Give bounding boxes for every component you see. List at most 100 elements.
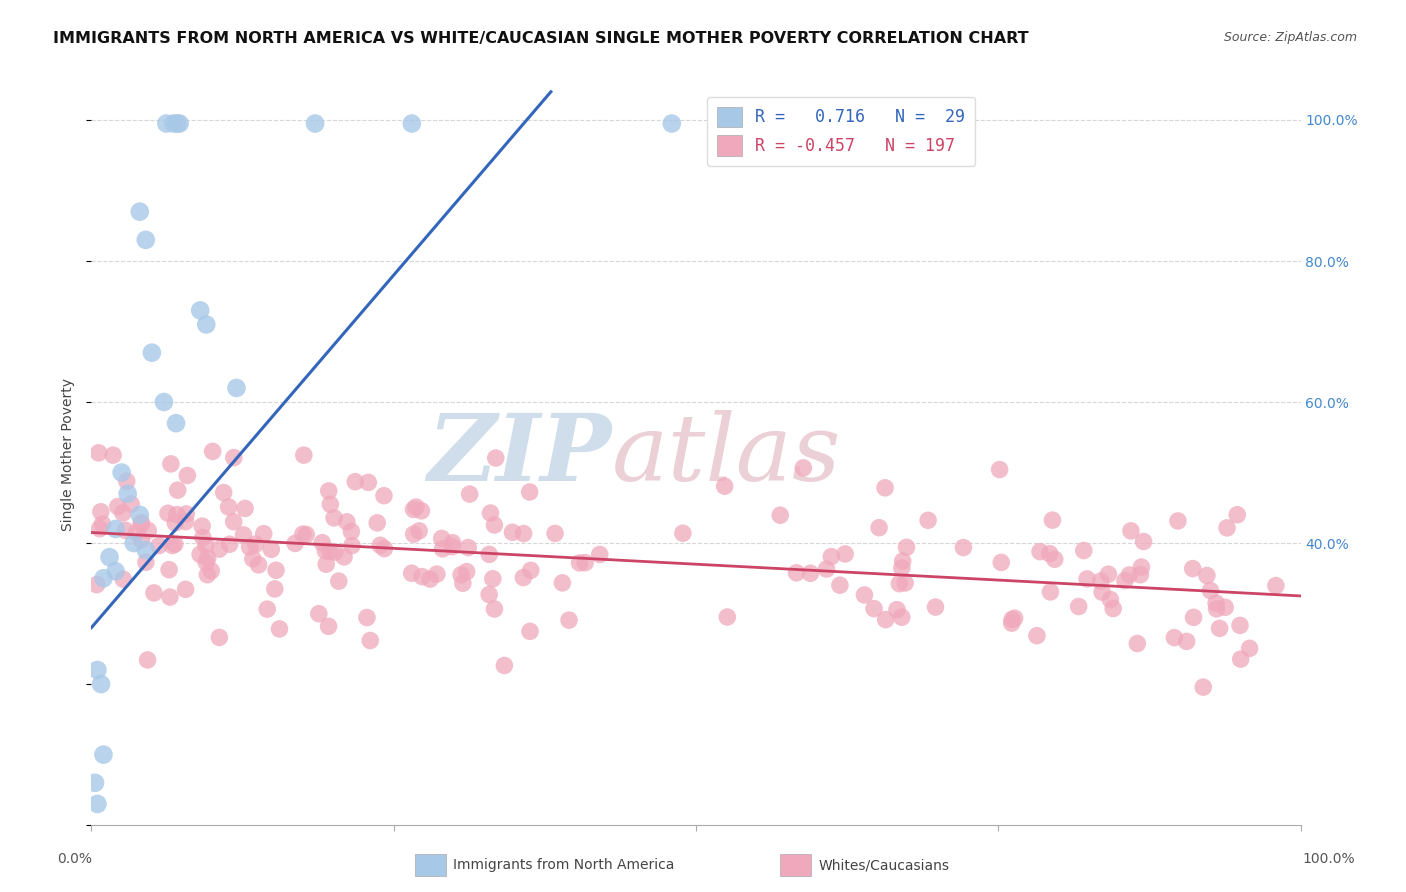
Point xyxy=(1182,610,1205,624)
Point xyxy=(112,572,135,586)
Point xyxy=(889,576,911,591)
Point xyxy=(174,515,197,529)
Point xyxy=(319,497,342,511)
Point xyxy=(197,551,219,566)
Point xyxy=(792,460,814,475)
Point xyxy=(311,535,333,549)
Point xyxy=(90,677,112,691)
Point xyxy=(218,537,240,551)
Point xyxy=(589,548,612,562)
Point xyxy=(131,533,153,547)
Point xyxy=(160,457,183,471)
Point xyxy=(263,582,285,596)
Point xyxy=(111,506,134,520)
Point xyxy=(568,556,591,570)
Point xyxy=(135,555,157,569)
Point xyxy=(478,547,501,561)
Point xyxy=(402,527,425,541)
Point xyxy=(200,564,222,578)
Point xyxy=(157,563,180,577)
Point xyxy=(1073,543,1095,558)
Point xyxy=(247,558,270,572)
Point xyxy=(188,303,211,318)
Point xyxy=(295,527,318,541)
Point xyxy=(890,610,912,624)
Point xyxy=(1181,561,1204,575)
Point xyxy=(86,663,108,677)
Point xyxy=(401,116,423,130)
Point xyxy=(323,545,346,559)
Point xyxy=(135,233,157,247)
Point xyxy=(159,590,181,604)
Point xyxy=(292,448,315,462)
Point xyxy=(1118,568,1140,582)
Point xyxy=(896,541,918,555)
Point xyxy=(1039,547,1062,561)
Point xyxy=(924,600,946,615)
Point xyxy=(148,539,170,553)
Point xyxy=(120,497,142,511)
Point xyxy=(84,776,107,790)
Point xyxy=(90,505,112,519)
Point xyxy=(117,486,139,500)
Point xyxy=(166,116,188,130)
Point xyxy=(482,572,505,586)
Text: ZIP: ZIP xyxy=(427,410,612,500)
Point xyxy=(450,567,472,582)
Point xyxy=(169,116,191,130)
Point xyxy=(1163,631,1185,645)
Point xyxy=(319,544,342,558)
Point xyxy=(111,466,132,480)
Text: Whites/Caucasians: Whites/Caucasians xyxy=(818,858,949,872)
Text: 100.0%: 100.0% xyxy=(1302,852,1355,865)
Point xyxy=(191,531,214,545)
Point xyxy=(141,345,163,359)
Point xyxy=(314,544,336,558)
Point xyxy=(868,521,890,535)
Point xyxy=(1099,592,1122,607)
Point xyxy=(194,538,217,552)
Point xyxy=(91,517,114,532)
Point xyxy=(242,551,264,566)
Point xyxy=(1114,574,1136,588)
Point xyxy=(441,540,464,554)
Point xyxy=(336,515,359,529)
Point xyxy=(153,395,176,409)
Point xyxy=(520,563,543,577)
Text: atlas: atlas xyxy=(612,410,841,500)
Point xyxy=(344,475,367,489)
Point xyxy=(820,549,842,564)
Point xyxy=(501,525,523,540)
Point xyxy=(512,526,534,541)
Point xyxy=(411,504,433,518)
Point xyxy=(1126,636,1149,650)
Point xyxy=(1199,583,1222,598)
Point xyxy=(222,450,245,465)
Point xyxy=(98,550,121,565)
Point xyxy=(1132,534,1154,549)
Point xyxy=(432,541,454,556)
Point xyxy=(356,610,378,624)
Point xyxy=(1213,600,1236,615)
Point xyxy=(716,610,738,624)
Point xyxy=(163,537,186,551)
Y-axis label: Single Mother Poverty: Single Mother Poverty xyxy=(62,378,76,532)
Point xyxy=(340,539,363,553)
Point xyxy=(988,462,1011,476)
Point xyxy=(191,519,214,533)
Point xyxy=(135,543,157,558)
Point xyxy=(328,574,350,588)
Point xyxy=(87,446,110,460)
Point xyxy=(1195,568,1218,582)
Point xyxy=(323,511,346,525)
Point xyxy=(233,501,256,516)
Point xyxy=(125,525,148,540)
Point xyxy=(411,569,433,583)
Point xyxy=(174,582,197,597)
Point xyxy=(162,539,184,553)
Point xyxy=(853,588,876,602)
Point xyxy=(128,204,150,219)
Point xyxy=(340,524,363,539)
Point xyxy=(373,489,395,503)
Point xyxy=(225,381,247,395)
